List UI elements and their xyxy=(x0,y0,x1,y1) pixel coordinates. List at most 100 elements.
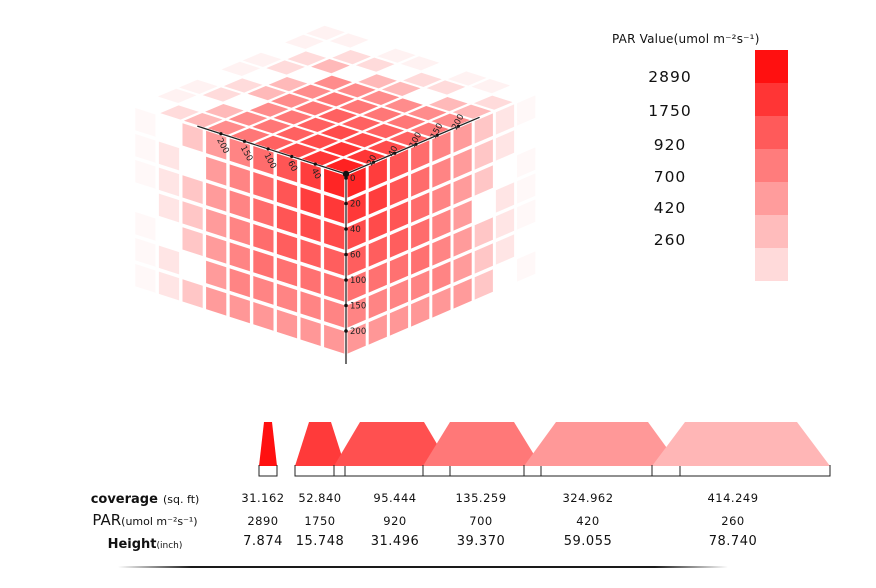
cube-tile xyxy=(315,92,355,107)
cube-tile xyxy=(474,139,493,170)
cube-tile xyxy=(157,88,197,103)
cube-tile xyxy=(271,93,310,108)
legend-swatch xyxy=(755,50,788,83)
height-cell: 7.874 xyxy=(243,534,283,549)
row-label-coverage: coverage (sq. ft) xyxy=(90,492,200,507)
cube-tile xyxy=(135,134,156,163)
par-cell: 1750 xyxy=(304,514,336,528)
vertical-axis-tick xyxy=(344,227,348,231)
cube-tile xyxy=(517,199,536,230)
cube-tile xyxy=(363,107,402,122)
cube-tile xyxy=(355,57,395,72)
vertical-axis-label: 100 xyxy=(350,276,366,286)
right-axis-tick xyxy=(393,151,397,155)
cube-tile xyxy=(411,140,430,171)
coverage-cell: 135.259 xyxy=(455,491,507,505)
cube-tile xyxy=(158,193,180,223)
cube-tile xyxy=(368,210,387,241)
base-bracket xyxy=(333,465,451,477)
cube-tile xyxy=(325,158,365,173)
cube-tile xyxy=(410,122,449,137)
cube-tile xyxy=(432,287,451,318)
light-cone xyxy=(259,422,277,466)
cube-tile xyxy=(294,101,334,116)
cube-tile xyxy=(273,110,313,125)
cube-tile xyxy=(411,296,430,327)
cube-tile xyxy=(517,147,536,178)
cube-tile xyxy=(389,175,409,206)
cube-tile xyxy=(432,209,451,240)
cube-tile xyxy=(276,205,298,235)
cube-tile xyxy=(453,200,472,231)
right-axis-label: 40 xyxy=(387,144,401,158)
cube-tile xyxy=(324,246,345,276)
par-cell: 260 xyxy=(721,514,745,528)
cube-tile xyxy=(297,117,336,132)
base-bracket xyxy=(651,465,831,477)
vertical-axis-tick xyxy=(344,329,348,333)
height-cell: 78.740 xyxy=(708,534,758,549)
cube-tile xyxy=(135,108,156,137)
cube-tile xyxy=(206,234,227,264)
left-axis-tick xyxy=(266,147,270,151)
height-cell: 59.055 xyxy=(563,534,613,549)
cube-tile xyxy=(367,140,407,155)
cube-tile xyxy=(205,104,244,119)
cube-tile xyxy=(517,251,536,282)
cube-tile xyxy=(347,245,366,276)
left-axis-label: 40 xyxy=(309,167,323,181)
cube-tile xyxy=(318,108,357,123)
cube-tile xyxy=(300,317,321,346)
cube-tile xyxy=(447,71,487,86)
vertical-axis-tick xyxy=(344,278,348,282)
light-cone-row xyxy=(258,422,831,477)
cube-tile xyxy=(429,97,468,112)
cube-tile xyxy=(473,95,513,110)
cube-tile xyxy=(313,75,353,90)
cube-tile xyxy=(278,143,317,158)
cube-tile xyxy=(306,25,345,40)
light-cone xyxy=(423,422,541,466)
cube-tile xyxy=(324,168,345,198)
cube-tile xyxy=(347,167,366,198)
cube-tile xyxy=(206,260,227,290)
cube-tile xyxy=(411,166,430,197)
legend-swatch xyxy=(755,83,788,116)
cube-tile xyxy=(231,128,270,143)
cube-tile xyxy=(158,141,180,171)
cube-tile xyxy=(347,271,366,302)
cube-tile xyxy=(474,165,493,196)
cube-tile xyxy=(135,160,156,189)
vertical-axis-label: 60 xyxy=(350,251,361,261)
par-cell: 920 xyxy=(383,514,407,528)
cube-tile xyxy=(268,77,308,92)
cube-tile xyxy=(249,102,289,117)
origin-point xyxy=(342,170,350,178)
cube-tile xyxy=(389,149,409,180)
cube-tile xyxy=(324,298,345,328)
cube-tile xyxy=(276,309,298,339)
light-cone xyxy=(524,422,680,466)
base-bracket xyxy=(258,465,278,477)
cube-tile xyxy=(253,172,274,201)
coverage-cell: 324.962 xyxy=(562,491,614,505)
light-cone xyxy=(652,422,830,466)
cube-tile xyxy=(411,218,430,249)
cube-tile xyxy=(229,138,250,168)
cube-tile xyxy=(360,90,400,105)
cube-tile xyxy=(253,224,274,253)
cube-tile xyxy=(389,201,409,232)
vertical-axis-tick xyxy=(344,252,348,257)
cube-tile xyxy=(253,302,274,331)
legend-value: 700 xyxy=(653,168,687,186)
par-legend: PAR Value(umol m⁻²s⁻¹) 2890 1750 920 700… xyxy=(600,30,800,290)
cube-tile xyxy=(453,226,472,257)
legend-swatch xyxy=(755,215,788,248)
cube-tile xyxy=(346,149,386,164)
legend-value: 1750 xyxy=(648,102,692,120)
cube-tile xyxy=(158,245,180,275)
cube-tile xyxy=(229,190,250,220)
cube-tile xyxy=(253,146,274,175)
baseline-rule xyxy=(118,566,728,568)
